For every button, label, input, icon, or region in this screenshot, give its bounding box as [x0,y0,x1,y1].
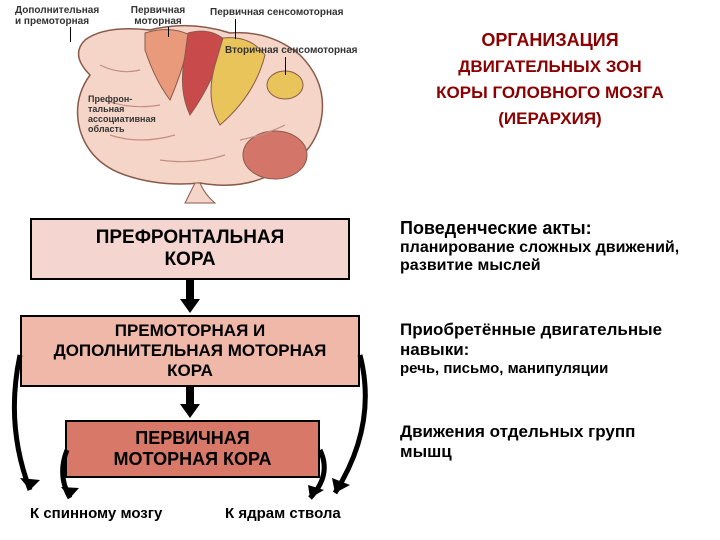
curve-arrow-right-2 [300,420,340,510]
box-primary-motor-text: ПЕРВИЧНАЯ МОТОРНАЯ КОРА [114,428,272,470]
secondary-sensory-1 [267,71,303,99]
arrow-1-stem [186,280,194,300]
brain-illustration: Дополнительная и премоторная Первичная м… [10,5,370,205]
pointer-1 [70,27,71,42]
desc-1-body: планирование сложных движений, развитие … [400,239,690,275]
box-prefrontal-text: ПРЕФРОНТАЛЬНАЯ КОРА [96,227,285,271]
label-premotor: Дополнительная и премоторная [15,5,105,27]
brainstem [185,183,215,203]
desc-1: Поведенческие акты: планирование сложных… [400,218,690,275]
pointer-4 [285,57,286,75]
desc-2-body: речь, письмо, манипуляции [400,360,690,377]
title-line-3: КОРЫ ГОЛОВНОГО МОЗГА [400,83,700,103]
label-primary-motor-text: Первичная моторная [131,5,185,27]
desc-1-title: Поведенческие акты: [400,218,690,239]
arrow-2-head [180,404,200,418]
label-primary-sensory-text: Первичная сенсомоторная [210,7,343,18]
title-line-4: (ИЕРАРХИЯ) [400,109,700,129]
label-primary-sensory: Первичная сенсомоторная [210,7,360,18]
box-premotor-text: ПРЕМОТОРНАЯ И ДОПОЛНИТЕЛЬНАЯ МОТОРНАЯ КО… [54,321,327,381]
label-prefrontal-text: Префрон- тальная ассоциативная область [88,94,156,134]
box-prefrontal: ПРЕФРОНТАЛЬНАЯ КОРА [30,218,350,280]
outlet-brainstem: К ядрам ствола [225,505,341,522]
pointer-2 [168,27,169,37]
box-primary-motor: ПЕРВИЧНАЯ МОТОРНАЯ КОРА [65,420,320,478]
title-line-1: ОРГАНИЗАЦИЯ [400,30,700,51]
main-title: ОРГАНИЗАЦИЯ ДВИГАТЕЛЬНЫХ ЗОН КОРЫ ГОЛОВН… [400,30,700,135]
desc-3: Движения отдельных групп мышц [400,422,690,462]
arrow-2-stem [186,387,194,405]
desc-2: Приобретённые двигательные навыки: речь,… [400,320,690,377]
label-secondary-sensory: Вторичная сенсомоторная [225,45,375,56]
brain-svg [10,5,370,205]
pointer-3 [235,19,236,39]
desc-3-title: Движения отдельных групп мышц [400,422,690,462]
label-primary-motor: Первичная моторная [128,5,188,27]
curve-arrow-left-2 [55,420,95,510]
outlet-spinal: К спинному мозгу [30,505,162,522]
label-prefrontal: Префрон- тальная ассоциативная область [88,95,163,135]
occipital-region [243,131,307,179]
desc-2-title: Приобретённые двигательные навыки: [400,320,690,360]
title-line-2: ДВИГАТЕЛЬНЫХ ЗОН [400,57,700,77]
arrow-1-head [180,299,200,313]
label-secondary-sensory-text: Вторичная сенсомоторная [225,45,358,56]
label-premotor-text: Дополнительная и премоторная [15,5,99,27]
